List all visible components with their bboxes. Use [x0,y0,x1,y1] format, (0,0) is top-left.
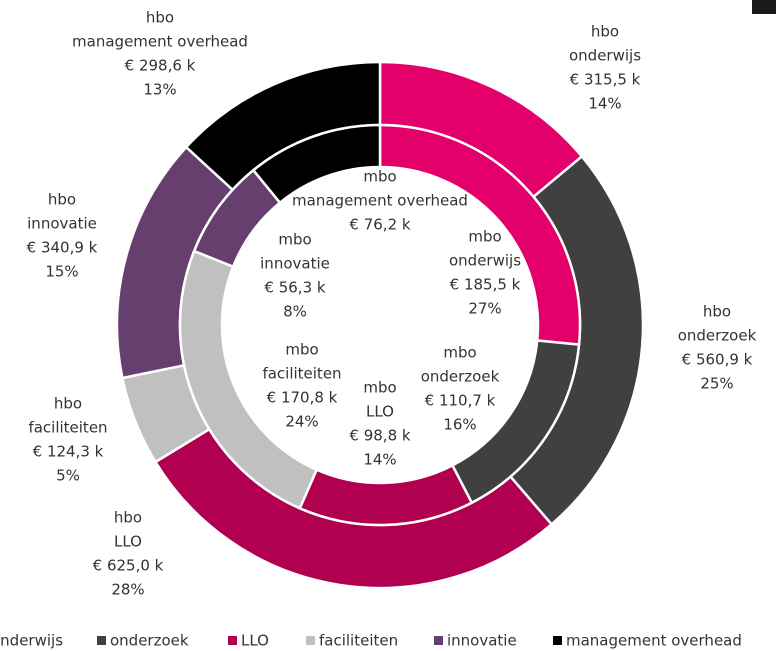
data-label-line: 28% [111,581,144,599]
donut-segment [251,123,382,205]
data-label-line: 14% [588,95,621,113]
data-label-line: 15% [45,263,78,281]
data-label-line: mbo [468,228,501,246]
data-label-line: € 185,5 k [450,276,521,294]
data-label-line: 8% [283,303,307,321]
legend-label: faciliteiten [319,632,398,650]
legend-swatch [434,636,443,645]
legend-swatch [97,636,106,645]
data-label: mbo onderzoek € 110,7 k 16% [421,344,500,434]
data-label-line: innovatie [27,215,97,233]
data-label-line: innovatie [260,255,330,273]
legend-swatch [228,636,237,645]
data-label-line: € 560,9 k [682,351,753,369]
data-label-line: € 124,3 k [33,443,104,461]
data-label-line: onderwijs [449,252,521,270]
data-label-line: 14% [363,451,396,469]
data-label: mbo onderwijs € 185,5 k 27% [449,228,521,318]
data-label-line: hbo [114,509,142,527]
data-label-line: € 110,7 k [425,392,496,410]
data-label-line: € 315,5 k [570,71,641,89]
legend: onderwijs onderzoek LLO faciliteiten innovat… [0,632,742,650]
data-label-line: onderwijs [569,47,641,65]
legend-label: onderwijs [0,632,63,650]
data-label: hbo onderzoek € 560,9 k 25% [678,303,757,393]
data-label-line: € 298,6 k [125,57,196,75]
labels: hbo onderwijs € 315,5 k 14% hbo onderzoek € 56… [27,9,757,599]
legend-label: LLO [241,632,269,650]
data-label-line: mbo [285,341,318,359]
data-label-line: faciliteiten [28,419,107,437]
data-label-line: hbo [146,9,174,27]
data-label-line: € 56,3 k [264,279,325,297]
data-label-line: € 625,0 k [93,557,164,575]
data-label-line: 13% [143,81,176,99]
data-label-line: 27% [468,300,501,318]
data-label-line: management overhead [292,192,468,210]
data-label-line: LLO [366,403,394,421]
legend-label: innovatie [447,632,517,650]
data-label: mbo innovatie € 56,3 k 8% [260,231,330,321]
data-label-line: management overhead [72,33,248,51]
data-label-line: hbo [48,191,76,209]
data-label-line: hbo [591,23,619,41]
data-label: mbo management overhead € 76,2 k [292,168,468,234]
data-label-line: 25% [700,375,733,393]
legend-label: onderzoek [110,632,189,650]
data-label: hbo onderwijs € 315,5 k 14% [569,23,641,113]
data-label-line: € 340,9 k [27,239,98,257]
data-label-line: € 170,8 k [267,389,338,407]
legend-label: management overhead [566,632,742,650]
data-label-line: mbo [363,168,396,186]
data-label: hbo LLO € 625,0 k 28% [93,509,164,599]
data-label: hbo faciliteiten € 124,3 k 5% [28,395,107,485]
data-label-line: € 76,2 k [349,216,410,234]
data-label-line: mbo [443,344,476,362]
data-label-line: 16% [443,416,476,434]
data-label-line: faciliteiten [262,365,341,383]
data-label-line: 24% [285,413,318,431]
corner-block [752,0,776,14]
data-label: hbo innovatie € 340,9 k 15% [27,191,98,281]
data-label: mbo faciliteiten € 170,8 k 24% [262,341,341,431]
legend-swatch [306,636,315,645]
data-label-line: hbo [703,303,731,321]
data-label-line: onderzoek [421,368,500,386]
data-label: mbo LLO € 98,8 k 14% [349,379,410,469]
data-label-line: mbo [363,379,396,397]
data-label: hbo management overhead € 298,6 k 13% [72,9,248,99]
data-label-line: 5% [56,467,80,485]
rings [115,60,645,590]
data-label-line: € 98,8 k [349,427,410,445]
data-label-line: onderzoek [678,327,757,345]
legend-swatch [553,636,562,645]
data-label-line: mbo [278,231,311,249]
data-label-line: LLO [114,533,142,551]
data-label-line: hbo [54,395,82,413]
